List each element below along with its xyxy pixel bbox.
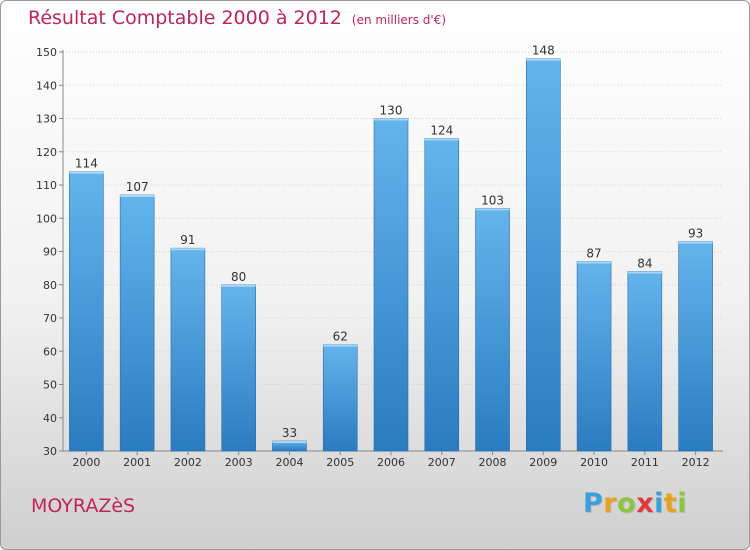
- bar-highlight: [374, 118, 408, 121]
- bar: [475, 207, 510, 452]
- chart-title: Résultat Comptable 2000 à 2012 (en millie…: [28, 7, 446, 29]
- data-label: 80: [231, 270, 246, 284]
- bar-highlight: [170, 248, 205, 251]
- bar-highlight: [221, 284, 256, 287]
- bar-highlight: [120, 194, 155, 197]
- x-tick-label: 2001: [123, 456, 151, 469]
- y-tick-label: 30: [43, 445, 57, 458]
- data-label: 93: [688, 227, 703, 241]
- data-label: 148: [532, 44, 555, 58]
- logo-letter: x: [636, 488, 655, 519]
- x-tick-label: 2005: [326, 456, 354, 469]
- data-label: 91: [180, 233, 195, 247]
- bar-highlight: [577, 261, 612, 264]
- logo-letter: o: [617, 488, 637, 519]
- data-label: 124: [430, 123, 453, 137]
- bar: [69, 171, 104, 452]
- place-name: MOYRAZèS: [31, 495, 136, 517]
- data-label: 114: [75, 157, 98, 171]
- data-label: 62: [333, 330, 348, 344]
- y-tick-label: 70: [43, 312, 57, 325]
- bar: [627, 271, 663, 452]
- y-tick-label: 60: [43, 345, 57, 358]
- logo-letter: i: [677, 488, 688, 519]
- bar: [526, 58, 561, 452]
- y-tick-label: 130: [36, 113, 57, 126]
- bar-highlight: [627, 271, 662, 274]
- data-label: 33: [282, 426, 297, 440]
- x-tick-label: 2002: [174, 456, 202, 469]
- logo-letter: r: [603, 488, 618, 519]
- y-tick-label: 150: [36, 46, 57, 59]
- x-tick-label: 2009: [529, 456, 557, 469]
- y-tick-label: 120: [36, 146, 57, 159]
- x-tick-label: 2012: [682, 456, 710, 469]
- bar: [170, 247, 206, 452]
- y-tick-label: 40: [43, 412, 57, 425]
- data-label: 107: [126, 180, 149, 194]
- y-tick-label: 90: [43, 246, 57, 259]
- logo-letter: i: [654, 488, 664, 519]
- bar: [576, 261, 612, 452]
- bar: [424, 138, 460, 452]
- bar-highlight: [526, 58, 561, 61]
- data-label: 87: [586, 246, 601, 260]
- bar-highlight: [272, 441, 307, 444]
- bar: [221, 284, 256, 452]
- x-tick-label: 2003: [225, 456, 253, 469]
- x-tick-label: 2011: [631, 456, 659, 469]
- data-label: 130: [380, 104, 403, 118]
- x-tick-label: 2007: [428, 456, 456, 469]
- y-tick-label: 100: [36, 212, 57, 225]
- y-tick-label: 140: [36, 79, 57, 92]
- bar: [119, 194, 155, 452]
- logo-letter: P: [583, 488, 604, 519]
- bar-highlight: [678, 241, 713, 244]
- y-tick-label: 110: [36, 179, 57, 192]
- bar: [678, 241, 713, 452]
- logo-letter: t: [663, 488, 678, 519]
- y-tick-label: 80: [43, 279, 57, 292]
- bar-highlight: [323, 344, 358, 347]
- chart-unit: (en milliers d'€): [351, 13, 447, 27]
- x-tick-label: 2008: [479, 456, 507, 469]
- proxiti-logo: Proxiti: [583, 488, 687, 519]
- data-label: 103: [481, 193, 504, 207]
- bar-highlight: [424, 138, 459, 141]
- bar-highlight: [475, 208, 510, 211]
- bar-highlight: [69, 171, 104, 174]
- x-tick-label: 2004: [275, 456, 303, 469]
- x-tick-label: 2000: [72, 456, 100, 469]
- x-tick-label: 2006: [377, 456, 405, 469]
- x-tick-label: 2010: [580, 456, 608, 469]
- y-tick-label: 50: [43, 379, 57, 392]
- bar: [373, 118, 409, 452]
- bar: [322, 344, 358, 452]
- data-label: 84: [637, 256, 652, 270]
- chart-title-text: Résultat Comptable 2000 à 2012: [28, 7, 342, 29]
